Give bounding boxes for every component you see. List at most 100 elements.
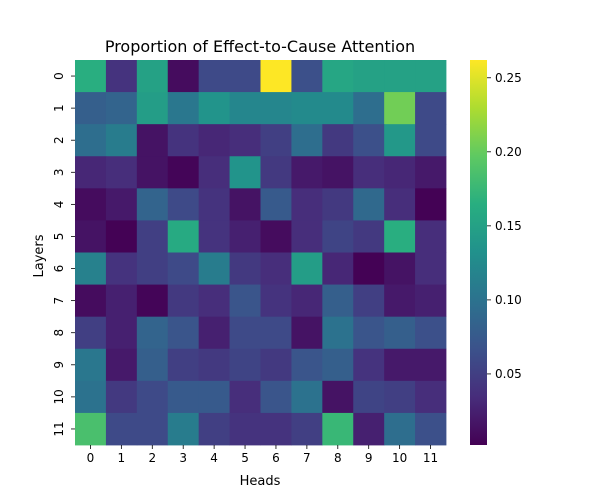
heatmap-cell — [260, 220, 292, 253]
heatmap-cell — [322, 220, 354, 253]
heatmap-cell — [322, 124, 354, 157]
heatmap-cell — [291, 252, 323, 285]
heatmap-cell — [75, 284, 107, 318]
heatmap-cell — [260, 348, 292, 382]
colorbar-tick-label: 0.15 — [495, 219, 522, 233]
y-tick-label: 8 — [52, 329, 66, 337]
heatmap-cell — [260, 124, 292, 157]
y-tick-label: 11 — [52, 421, 66, 436]
heatmap-cell — [415, 284, 447, 318]
x-axis-label: Heads — [240, 474, 281, 489]
heatmap-cell — [291, 92, 323, 125]
x-tick-label: 1 — [118, 451, 126, 465]
y-tick-label: 3 — [52, 168, 66, 176]
y-axis-label: Layers — [32, 234, 47, 277]
heatmap-cell — [260, 188, 292, 221]
colorbar-tick-label: 0.20 — [495, 145, 522, 159]
heatmap-cell — [353, 412, 385, 446]
heatmap-cell — [136, 188, 169, 221]
heatmap-cell — [291, 380, 323, 414]
heatmap-cell — [198, 316, 230, 350]
heatmap-cell — [384, 92, 416, 125]
x-tick-label: 0 — [87, 451, 95, 465]
colorbar-tick-label: 0.25 — [495, 71, 522, 85]
heatmap-cell — [260, 60, 292, 93]
heatmap-cell — [415, 252, 447, 285]
heatmap-cell — [291, 220, 323, 253]
y-tick-label: 4 — [52, 201, 66, 209]
heatmap-cell — [167, 380, 200, 414]
heatmap-cell — [167, 348, 200, 382]
heatmap-cell — [291, 284, 323, 318]
heatmap-cell — [75, 380, 107, 414]
heatmap-cell — [384, 60, 416, 93]
heatmap-cell — [322, 188, 354, 221]
heatmap-cell — [322, 252, 354, 285]
heatmap-cell — [198, 284, 230, 318]
heatmap-cell — [105, 380, 138, 414]
heatmap-cell — [291, 60, 323, 93]
heatmap-cell — [198, 92, 230, 125]
heatmap-cell — [322, 284, 354, 318]
heatmap-cell — [167, 92, 200, 125]
heatmap-cell — [260, 92, 292, 125]
heatmap-cell — [198, 60, 230, 93]
x-axis-ticks: 0 1 2 3 4 5 6 7 8 9 10 11 — [87, 445, 438, 465]
heatmap-cell — [229, 188, 261, 221]
y-tick-label: 6 — [52, 265, 66, 273]
heatmap-cell — [291, 124, 323, 157]
heatmap-cell — [75, 348, 107, 382]
heatmap-cell — [105, 348, 138, 382]
x-tick-label: 5 — [241, 451, 249, 465]
heatmap-cell — [75, 124, 107, 157]
y-tick-label: 10 — [52, 389, 66, 404]
heatmap-cell — [384, 380, 416, 414]
x-tick-label: 7 — [303, 451, 311, 465]
heatmap-cell — [229, 156, 261, 189]
heatmap-cell — [353, 316, 385, 350]
heatmap-cell — [260, 252, 292, 285]
chart-title: Proportion of Effect-to-Cause Attention — [105, 37, 415, 56]
heatmap-cell — [353, 348, 385, 382]
heatmap-cell — [322, 348, 354, 382]
heatmap-cell — [353, 252, 385, 285]
heatmap-cell — [167, 220, 200, 253]
x-tick-label: 8 — [334, 451, 342, 465]
heatmap-cell — [353, 284, 385, 318]
heatmap-cell — [229, 60, 261, 93]
heatmap-cell — [353, 188, 385, 221]
heatmap-cell — [136, 284, 169, 318]
x-tick-label: 3 — [179, 451, 187, 465]
heatmap-cell — [384, 188, 416, 221]
heatmap-cell — [229, 220, 261, 253]
heatmap-cell — [384, 316, 416, 350]
heatmap-cell — [322, 60, 354, 93]
heatmap-cell — [198, 412, 230, 446]
colorbar — [470, 60, 487, 445]
heatmap-cell — [136, 156, 169, 189]
heatmap-cell — [322, 156, 354, 189]
heatmap-cell — [291, 156, 323, 189]
heatmap-cell — [322, 412, 354, 446]
heatmap-cell — [384, 412, 416, 446]
colorbar-tick-label: 0.05 — [495, 367, 522, 381]
heatmap-cell — [75, 188, 107, 221]
heatmap-cell — [75, 92, 107, 125]
heatmap-cell — [260, 156, 292, 189]
y-tick-label: 0 — [52, 72, 66, 80]
heatmap-cell — [105, 252, 138, 285]
heatmap-cell — [353, 380, 385, 414]
heatmap-cell — [105, 92, 138, 125]
heatmap-cell — [415, 92, 447, 125]
heatmap-cell — [136, 124, 169, 157]
heatmap-cells — [75, 60, 447, 446]
heatmap-cell — [322, 380, 354, 414]
heatmap-cell — [198, 156, 230, 189]
heatmap-cell — [75, 316, 107, 350]
heatmap-cell — [105, 156, 138, 189]
colorbar-tick-label: 0.10 — [495, 293, 522, 307]
heatmap-cell — [229, 380, 261, 414]
y-tick-label: 5 — [52, 233, 66, 241]
heatmap-cell — [322, 316, 354, 350]
